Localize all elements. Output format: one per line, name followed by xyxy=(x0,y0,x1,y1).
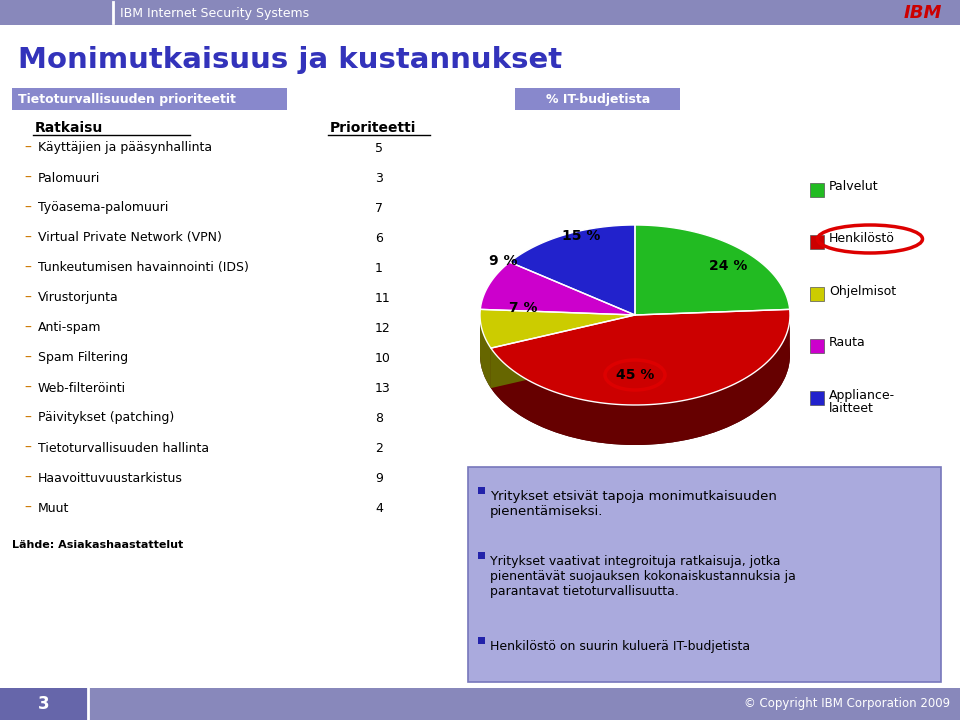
Bar xyxy=(478,637,485,644)
Text: –: – xyxy=(25,351,32,365)
Text: Käyttäjien ja pääsynhallinta: Käyttäjien ja pääsynhallinta xyxy=(38,142,212,155)
Text: Spam Filtering: Spam Filtering xyxy=(38,351,128,364)
Polygon shape xyxy=(510,225,635,315)
Text: IBM: IBM xyxy=(903,4,942,22)
Text: Tietoturvallisuuden hallinta: Tietoturvallisuuden hallinta xyxy=(38,441,209,454)
Bar xyxy=(468,467,941,682)
Text: –: – xyxy=(25,471,32,485)
Text: Henkilöstö on suurin kuluerä IT-budjetista: Henkilöstö on suurin kuluerä IT-budjetis… xyxy=(490,640,750,653)
Text: Virtual Private Network (VPN): Virtual Private Network (VPN) xyxy=(38,232,222,245)
Text: Päivitykset (patching): Päivitykset (patching) xyxy=(38,412,175,425)
Text: –: – xyxy=(25,291,32,305)
Text: 9: 9 xyxy=(375,472,383,485)
Text: –: – xyxy=(25,381,32,395)
Text: Ratkaisu: Ratkaisu xyxy=(35,121,104,135)
Polygon shape xyxy=(480,315,491,388)
Text: Muut: Muut xyxy=(38,502,69,515)
Text: Palomuuri: Palomuuri xyxy=(38,171,101,184)
Bar xyxy=(478,552,485,559)
Text: 9 %: 9 % xyxy=(489,254,517,268)
Text: Palvelut: Palvelut xyxy=(829,181,878,194)
Text: Virustorjunta: Virustorjunta xyxy=(38,292,119,305)
Bar xyxy=(478,487,485,494)
Ellipse shape xyxy=(480,265,790,445)
Text: Appliance-: Appliance- xyxy=(829,389,895,402)
Text: Web-filteröinti: Web-filteröinti xyxy=(38,382,126,395)
Text: –: – xyxy=(25,411,32,425)
Bar xyxy=(515,88,680,110)
Text: Yritykset etsivät tapoja monimutkaisuuden
pienentämiseksi.: Yritykset etsivät tapoja monimutkaisuude… xyxy=(490,490,777,518)
Text: Prioriteetti: Prioriteetti xyxy=(330,121,417,135)
Text: –: – xyxy=(25,201,32,215)
Polygon shape xyxy=(491,318,790,445)
Text: 5: 5 xyxy=(375,142,383,155)
Polygon shape xyxy=(480,310,635,348)
Text: 24 %: 24 % xyxy=(708,258,747,272)
Text: Tunkeutumisen havainnointi (IDS): Tunkeutumisen havainnointi (IDS) xyxy=(38,261,249,274)
Text: 7: 7 xyxy=(375,202,383,215)
Text: 3: 3 xyxy=(38,695,50,713)
Text: © Copyright IBM Corporation 2009: © Copyright IBM Corporation 2009 xyxy=(744,698,950,711)
Polygon shape xyxy=(491,315,635,388)
Text: 7 %: 7 % xyxy=(509,301,538,315)
Text: 3: 3 xyxy=(375,171,383,184)
Text: –: – xyxy=(25,141,32,155)
Text: Lähde: Asiakashaastattelut: Lähde: Asiakashaastattelut xyxy=(12,540,183,550)
Text: 1: 1 xyxy=(375,261,383,274)
Text: Anti-spam: Anti-spam xyxy=(38,322,102,335)
Text: –: – xyxy=(25,171,32,185)
Polygon shape xyxy=(635,225,790,315)
Polygon shape xyxy=(491,310,790,405)
Text: Työasema-palomuuri: Työasema-palomuuri xyxy=(38,202,168,215)
Polygon shape xyxy=(480,262,635,315)
Text: 8: 8 xyxy=(375,412,383,425)
Text: –: – xyxy=(25,261,32,275)
Text: –: – xyxy=(25,441,32,455)
Text: Rauta: Rauta xyxy=(829,336,866,349)
Bar xyxy=(0,688,88,720)
Text: –: – xyxy=(25,501,32,515)
Text: 4: 4 xyxy=(375,502,383,515)
Bar xyxy=(12,88,287,110)
Text: 10: 10 xyxy=(375,351,391,364)
Text: 13: 13 xyxy=(375,382,391,395)
Text: –: – xyxy=(25,321,32,335)
Text: 2: 2 xyxy=(375,441,383,454)
Bar xyxy=(810,235,824,249)
Text: % IT-budjetista: % IT-budjetista xyxy=(546,92,650,106)
Text: 11: 11 xyxy=(375,292,391,305)
Text: Tietoturvallisuuden prioriteetit: Tietoturvallisuuden prioriteetit xyxy=(18,92,236,106)
Text: laitteet: laitteet xyxy=(829,402,874,415)
Text: 12: 12 xyxy=(375,322,391,335)
Text: Monimutkaisuus ja kustannukset: Monimutkaisuus ja kustannukset xyxy=(18,46,563,74)
Text: Yritykset vaativat integroituja ratkaisuja, jotka
pienentävät suojauksen kokonai: Yritykset vaativat integroituja ratkaisu… xyxy=(490,555,796,598)
Bar xyxy=(810,339,824,353)
Text: 45 %: 45 % xyxy=(615,368,654,382)
Text: 15 %: 15 % xyxy=(562,229,600,243)
Text: 6: 6 xyxy=(375,232,383,245)
Text: Haavoittuvuustarkistus: Haavoittuvuustarkistus xyxy=(38,472,182,485)
Bar xyxy=(810,391,824,405)
Text: Ohjelmisot: Ohjelmisot xyxy=(829,284,896,297)
Bar xyxy=(810,287,824,301)
Polygon shape xyxy=(491,315,635,388)
Text: Henkilöstö: Henkilöstö xyxy=(829,233,895,246)
Bar xyxy=(810,183,824,197)
Text: –: – xyxy=(25,231,32,245)
Text: IBM Internet Security Systems: IBM Internet Security Systems xyxy=(120,6,309,19)
Bar xyxy=(0,0,960,25)
Bar xyxy=(0,688,960,720)
